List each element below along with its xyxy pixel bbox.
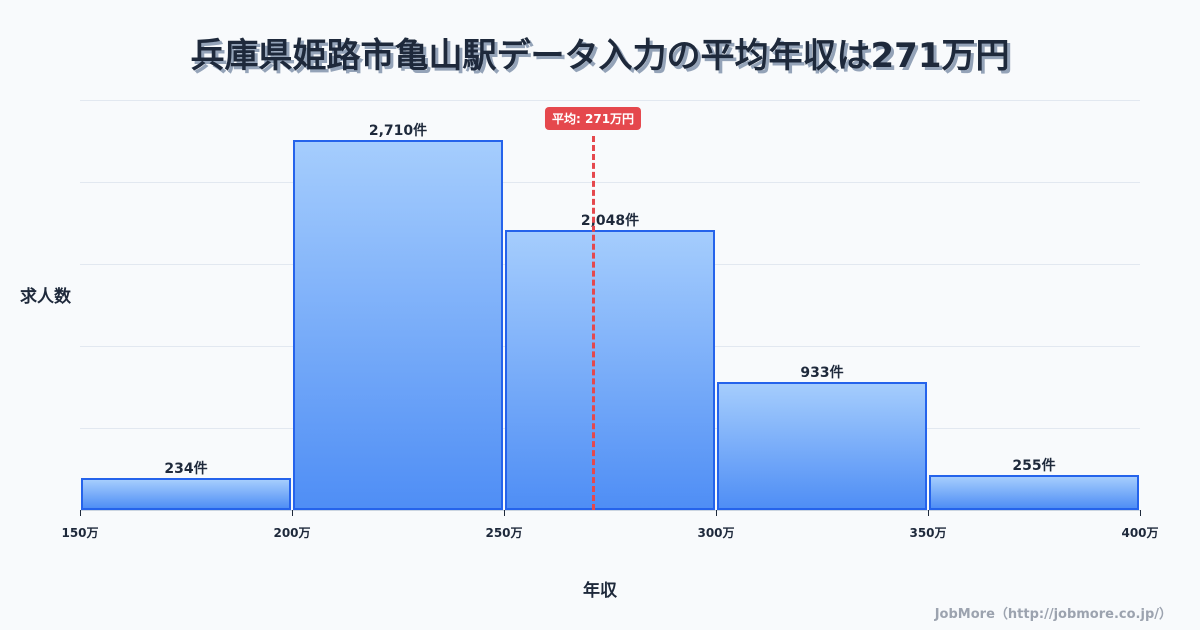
bar-value-label: 2,710件 — [368, 122, 428, 139]
x-axis-line — [80, 510, 1140, 511]
chart-title: 兵庫県姫路市亀山駅データ入力の平均年収は271万円 — [190, 36, 1010, 76]
histogram-bar — [81, 478, 291, 510]
histogram-bar — [717, 382, 927, 510]
gridline — [80, 182, 1140, 183]
source-credit: JobMore（http://jobmore.co.jp/） — [934, 607, 1172, 622]
bar-value-label: 933件 — [800, 365, 844, 382]
x-tick-label: 300万 — [697, 526, 735, 540]
histogram-bar — [505, 230, 715, 510]
bar-value-label: 234件 — [164, 461, 208, 478]
x-axis-label: 年収 — [583, 581, 617, 601]
x-tick — [716, 510, 717, 516]
histogram-bar — [929, 475, 1139, 510]
x-tick-label: 200万 — [273, 526, 311, 540]
x-tick — [1140, 510, 1141, 516]
histogram-bar — [293, 139, 503, 510]
plot-area: 234件 2,710件 2,048件 933件 255件 150万 200万 250万 300万… — [61, 100, 1159, 540]
x-tick-label: 150万 — [61, 526, 99, 540]
x-tick — [292, 510, 293, 516]
mean-line — [592, 136, 596, 510]
x-tick-label: 400万 — [1121, 526, 1159, 540]
x-tick-label: 250万 — [485, 526, 523, 540]
bar-value-label: 2,048件 — [580, 213, 640, 230]
gridline — [80, 100, 1140, 101]
bar-value-label: 255件 — [1012, 458, 1056, 475]
mean-badge: 平均: 271万円 — [545, 107, 642, 130]
y-axis-label: 求人数 — [20, 287, 71, 307]
x-tick — [928, 510, 929, 516]
x-tick — [80, 510, 81, 516]
x-tick-label: 350万 — [909, 526, 947, 540]
x-tick — [504, 510, 505, 516]
